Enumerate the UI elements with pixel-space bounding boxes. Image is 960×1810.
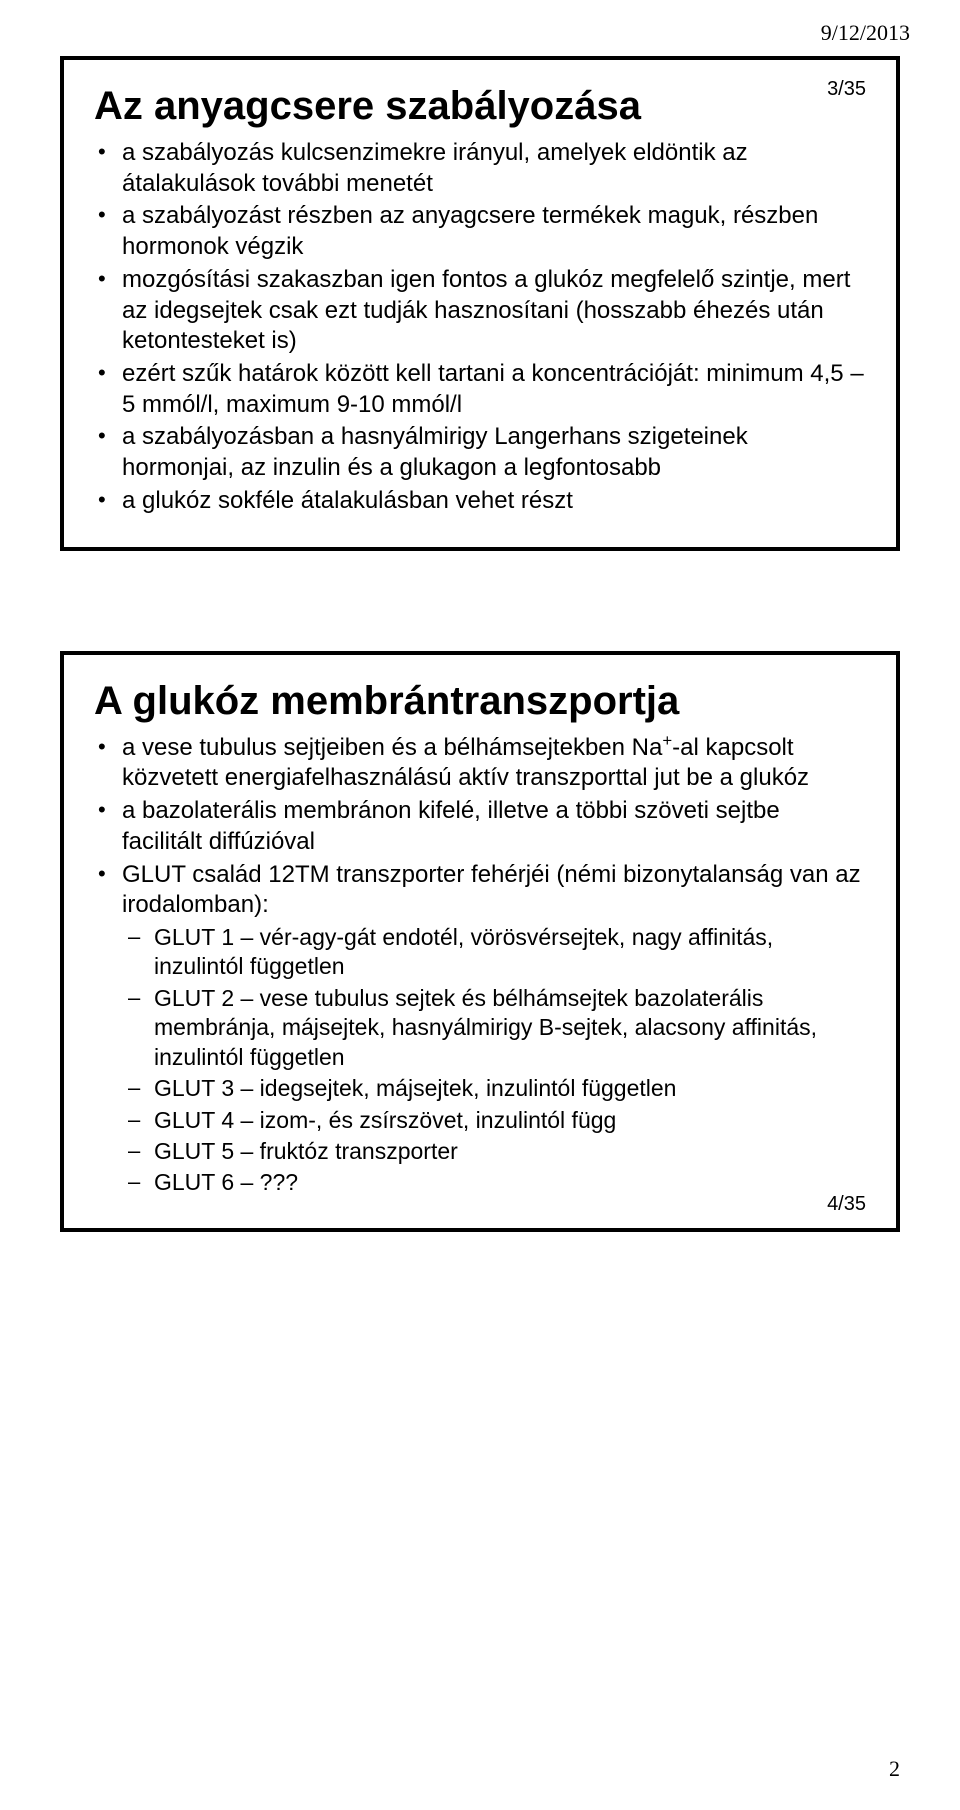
bullet-item: a szabályozást részben az anyagcsere ter… [122,201,866,262]
bullet-item: a bazolaterális membránon kifelé, illetv… [122,796,866,857]
bullet-item: a glukóz sokféle átalakulásban vehet rés… [122,486,866,517]
sub-bullet-item: GLUT 2 – vese tubulus sejtek és bélhámse… [154,984,866,1072]
slide-2-bullets: a vese tubulus sejtjeiben és a bélhámsej… [94,733,866,1198]
sub-bullet-item: GLUT 4 – izom-, és zsírszövet, inzulintó… [154,1106,866,1135]
slide-1-title: Az anyagcsere szabályozása [94,84,641,128]
sub-bullet-item: GLUT 3 – idegsejtek, májsejtek, inzulint… [154,1074,866,1103]
sub-bullets: GLUT 1 – vér-agy-gát endotél, vörösvérse… [122,923,866,1198]
sub-bullet-item: GLUT 5 – fruktóz transzporter [154,1137,866,1166]
bullet-item: a szabályozás kulcsenzimekre irányul, am… [122,138,866,199]
slide-1-number: 3/35 [827,78,866,101]
slide-1: 3/35 Az anyagcsere szabályozása a szabál… [60,56,900,551]
bullet-text-pre: a vese tubulus sejtjeiben és a bélhámsej… [122,734,662,761]
bullet-item: ezért szűk határok között kell tartani a… [122,359,866,420]
document-page: 9/12/2013 3/35 Az anyagcsere szabályozás… [0,0,960,1810]
bullet-item: mozgósítási szakaszban igen fontos a glu… [122,265,866,357]
superscript: + [662,731,672,750]
bullet-item: a vese tubulus sejtjeiben és a bélhámsej… [122,733,866,794]
bullet-item: GLUT család 12TM transzporter fehérjéi (… [122,860,866,1198]
slide-2: A glukóz membrántranszportja a vese tubu… [60,651,900,1232]
slide-2-title: A glukóz membrántranszportja [94,679,679,723]
slide-1-bullets: a szabályozás kulcsenzimekre irányul, am… [94,138,866,517]
bullet-text: GLUT család 12TM transzporter fehérjéi (… [122,861,861,919]
sub-bullet-item: GLUT 6 – ??? [154,1168,866,1197]
page-number: 2 [889,1756,900,1782]
sub-bullet-item: GLUT 1 – vér-agy-gát endotél, vörösvérse… [154,923,866,982]
header-date: 9/12/2013 [60,20,910,46]
slide-2-number: 4/35 [827,1193,866,1216]
bullet-item: a szabályozásban a hasnyálmirigy Langerh… [122,422,866,483]
